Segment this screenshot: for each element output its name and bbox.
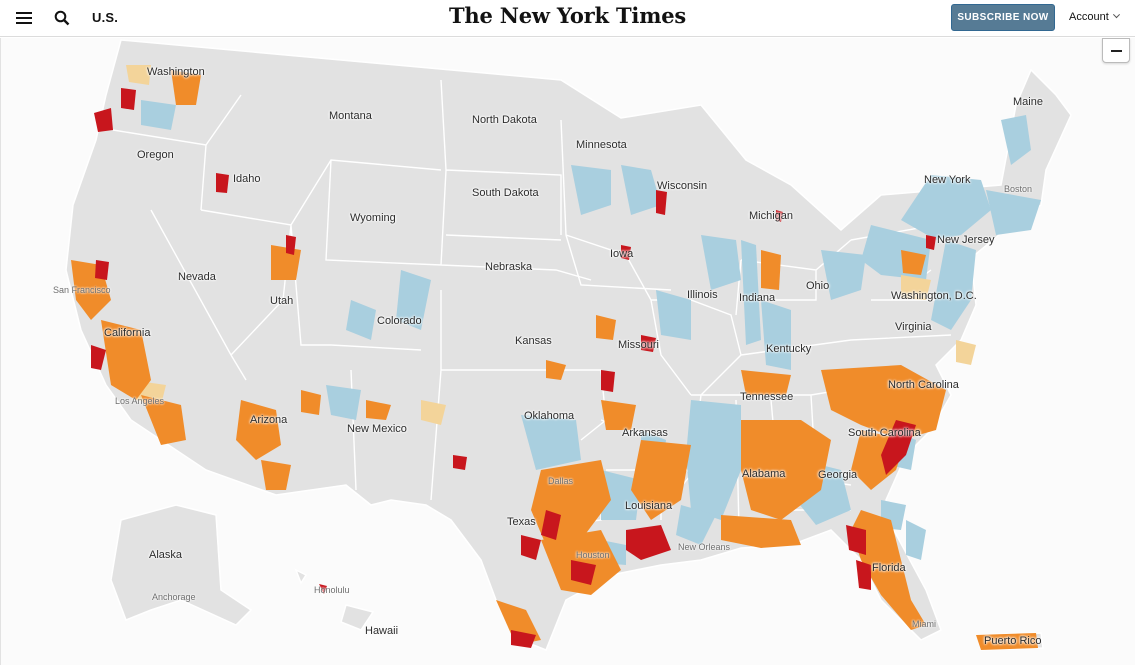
state-label-alaska: Alaska [149,549,183,561]
city-label-dallas: Dallas [548,476,574,486]
state-label-kentucky: Kentucky [766,343,812,355]
city-label-honolulu: Honolulu [314,585,350,595]
state-label-puerto-rico: Puerto Rico [984,635,1042,647]
account-menu-button[interactable]: Account [1069,11,1120,23]
zoom-out-button[interactable] [1102,38,1130,63]
city-label-boston: Boston [1004,184,1033,194]
state-label-hawaii: Hawaii [365,625,399,637]
state-label-idaho: Idaho [233,173,261,185]
search-icon[interactable] [54,10,70,26]
state-label-illinois: Illinois [687,289,718,301]
state-label-south-carolina: South Carolina [848,427,921,439]
city-label-los-angeles: Los Angeles [115,396,165,406]
state-label-california: California [104,327,151,339]
state-label-alabama: Alabama [742,468,786,480]
state-label-arizona: Arizona [250,414,288,426]
state-label-georgia: Georgia [818,469,858,481]
chevron-down-icon [1112,11,1120,19]
map-canvas[interactable] [1,38,1135,665]
state-label-ohio: Ohio [806,280,830,292]
state-label-minnesota: Minnesota [576,139,627,151]
city-label-miami: Miami [912,619,936,629]
state-label-michigan: Michigan [749,210,794,222]
section-link-us[interactable]: U.S. [92,10,119,25]
city-label-houston: Houston [576,550,610,560]
state-label-texas: Texas [507,516,536,528]
covid-hotspot-map[interactable]: Washington Oregon Idaho Montana North Da… [0,38,1135,665]
high-areas [71,70,1038,650]
city-label-san-francisco: San Francisco [53,285,111,295]
state-label-nevada: Nevada [178,271,216,283]
state-label-montana: Montana [329,110,372,122]
state-label-colorado: Colorado [377,315,422,327]
state-label-south-dakota: South Dakota [472,187,539,199]
state-label-new-york: New York [924,174,971,186]
state-label-wisconsin: Wisconsin [657,180,708,192]
state-label-oklahoma: Oklahoma [524,410,575,422]
state-label-wyoming: Wyoming [350,212,396,224]
state-label-tennessee: Tennessee [740,391,794,403]
menu-icon[interactable] [16,11,32,25]
state-label-kansas: Kansas [515,335,552,347]
state-label-utah: Utah [270,295,294,307]
masthead-logo[interactable]: The New York Times [448,3,687,28]
state-label-florida: Florida [872,562,906,574]
state-label-oregon: Oregon [137,149,174,161]
state-label-virginia: Virginia [895,321,932,333]
very-high-areas [91,88,936,648]
state-label-washington: Washington [147,66,205,78]
state-label-nebraska: Nebraska [485,261,533,273]
state-label-iowa: Iowa [610,248,634,260]
subscribe-button[interactable]: SUBSCRIBE NOW [951,4,1055,31]
state-label-north-carolina: North Carolina [888,379,959,391]
state-label-missouri: Missouri [618,339,659,351]
alaska-land [110,504,253,626]
state-label-maine: Maine [1013,96,1043,108]
state-label-arkansas: Arkansas [622,427,668,439]
state-label-louisiana: Louisiana [625,500,673,512]
top-navigation-bar: U.S. The New York Times SUBSCRIBE NOW Ac… [0,0,1135,37]
state-label-new-mexico: New Mexico [347,423,407,435]
city-label-new-orleans: New Orleans [678,542,731,552]
city-label-anchorage: Anchorage [152,592,196,602]
state-label-new-jersey: New Jersey [937,234,995,246]
account-label: Account [1069,11,1109,23]
hawaii-land [294,568,375,631]
state-label-washington-dc: Washington, D.C. [891,290,977,302]
state-label-north-dakota: North Dakota [472,114,537,126]
state-label-indiana: Indiana [739,292,776,304]
